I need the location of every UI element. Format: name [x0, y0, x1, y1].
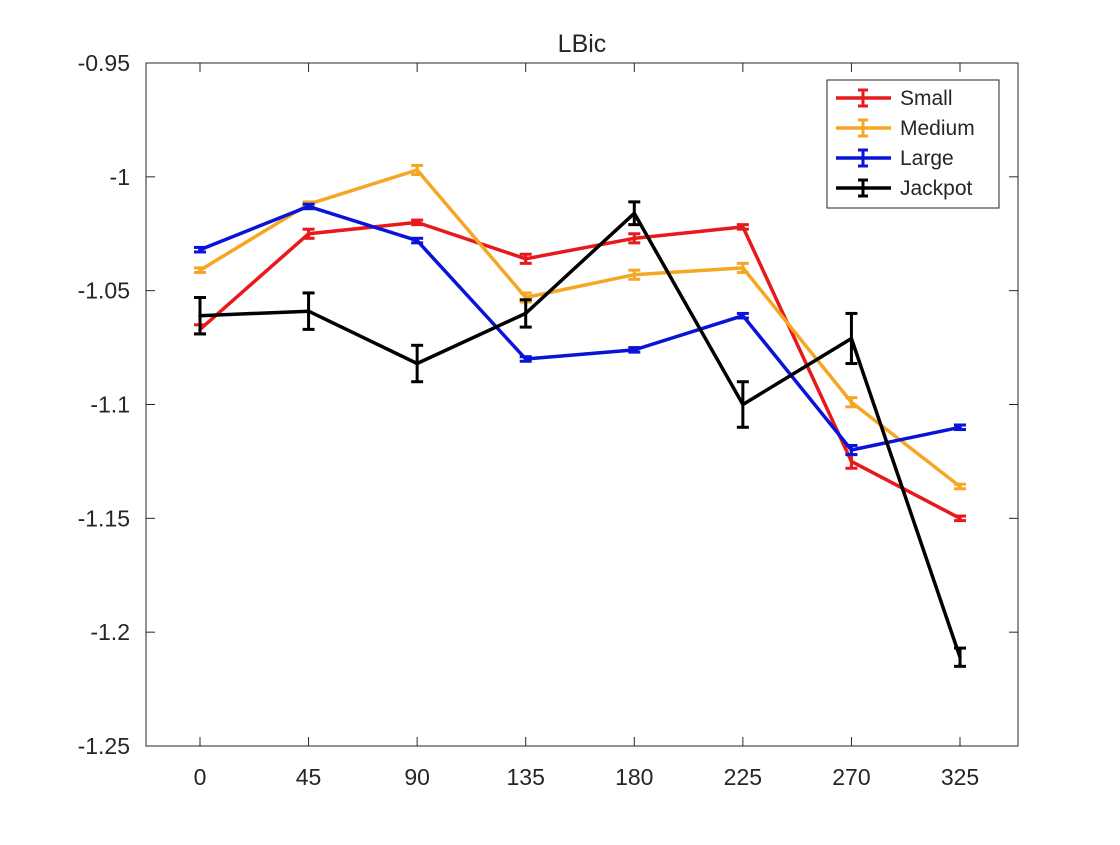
legend-label: Jackpot: [900, 177, 973, 200]
error-bar: [954, 514, 966, 523]
x-tick-label: 180: [615, 764, 653, 790]
x-tick-label: 90: [404, 764, 430, 790]
y-tick-labels: -0.95 -1 -1.05 -1.1 -1.15 -1.2 -1.25: [78, 50, 130, 759]
legend-box: [826, 79, 1000, 209]
axis-ticks: [146, 62, 1018, 747]
series-layer: [194, 163, 966, 668]
error-bar: [411, 343, 424, 384]
error-bar: [194, 266, 206, 274]
error-bar: [954, 482, 966, 491]
x-tick-label: 0: [194, 764, 207, 790]
legend-entry: Medium: [836, 117, 975, 140]
x-tick-label: 325: [941, 764, 979, 790]
legend: Small Medium Large Jackpot: [826, 79, 1000, 209]
chart-title: LBic: [558, 30, 607, 58]
y-tick-label: -0.95: [78, 50, 130, 76]
error-bar: [302, 202, 315, 211]
error-bar: [845, 443, 858, 457]
y-tick-label: -1.1: [90, 392, 130, 418]
error-bar: [194, 295, 206, 336]
error-bar: [194, 245, 206, 254]
y-tick-label: -1.15: [78, 505, 130, 531]
error-bar: [954, 646, 966, 668]
error-bar: [519, 355, 532, 363]
error-bar: [628, 268, 641, 281]
error-bar: [736, 311, 749, 320]
error-bar: [736, 223, 749, 231]
x-tick-label: 225: [724, 764, 762, 790]
series-jackpot: [194, 200, 966, 668]
x-tick-labels: 0 45 90 135 180 225 270 325: [194, 764, 980, 790]
error-bar: [411, 163, 424, 177]
error-bar: [628, 232, 641, 245]
x-tick-label: 270: [832, 764, 870, 790]
error-bar: [628, 346, 641, 354]
legend-entry: Large: [836, 147, 954, 170]
legend-entry: Small: [836, 87, 953, 110]
error-bar: [302, 291, 315, 331]
y-tick-label: -1: [110, 164, 130, 190]
error-bar: [628, 200, 641, 227]
error-bar: [411, 236, 424, 245]
legend-entry: Jackpot: [836, 177, 973, 200]
error-bar: [736, 261, 749, 274]
error-bar: [519, 298, 532, 329]
error-bar: [736, 380, 749, 429]
legend-label: Medium: [900, 117, 975, 140]
legend-entries: Small Medium Large Jackpot: [836, 87, 975, 200]
error-bar: [845, 396, 858, 409]
error-bar: [845, 311, 858, 366]
legend-label: Large: [900, 147, 954, 170]
y-tick-label: -1.2: [90, 619, 130, 645]
y-tick-label: -1.25: [78, 733, 130, 759]
error-bar: [411, 218, 424, 227]
series-line: [198, 204, 962, 452]
error-bar: [519, 252, 532, 265]
error-bar: [302, 227, 315, 240]
x-tick-label: 45: [296, 764, 322, 790]
series-line: [198, 211, 962, 659]
series-large: [194, 202, 966, 457]
series-line: [198, 168, 962, 489]
legend-label: Small: [900, 87, 953, 110]
error-bar: [954, 423, 966, 432]
x-tick-label: 135: [507, 764, 545, 790]
series-line: [198, 220, 962, 521]
y-tick-label: -1.05: [78, 278, 130, 304]
